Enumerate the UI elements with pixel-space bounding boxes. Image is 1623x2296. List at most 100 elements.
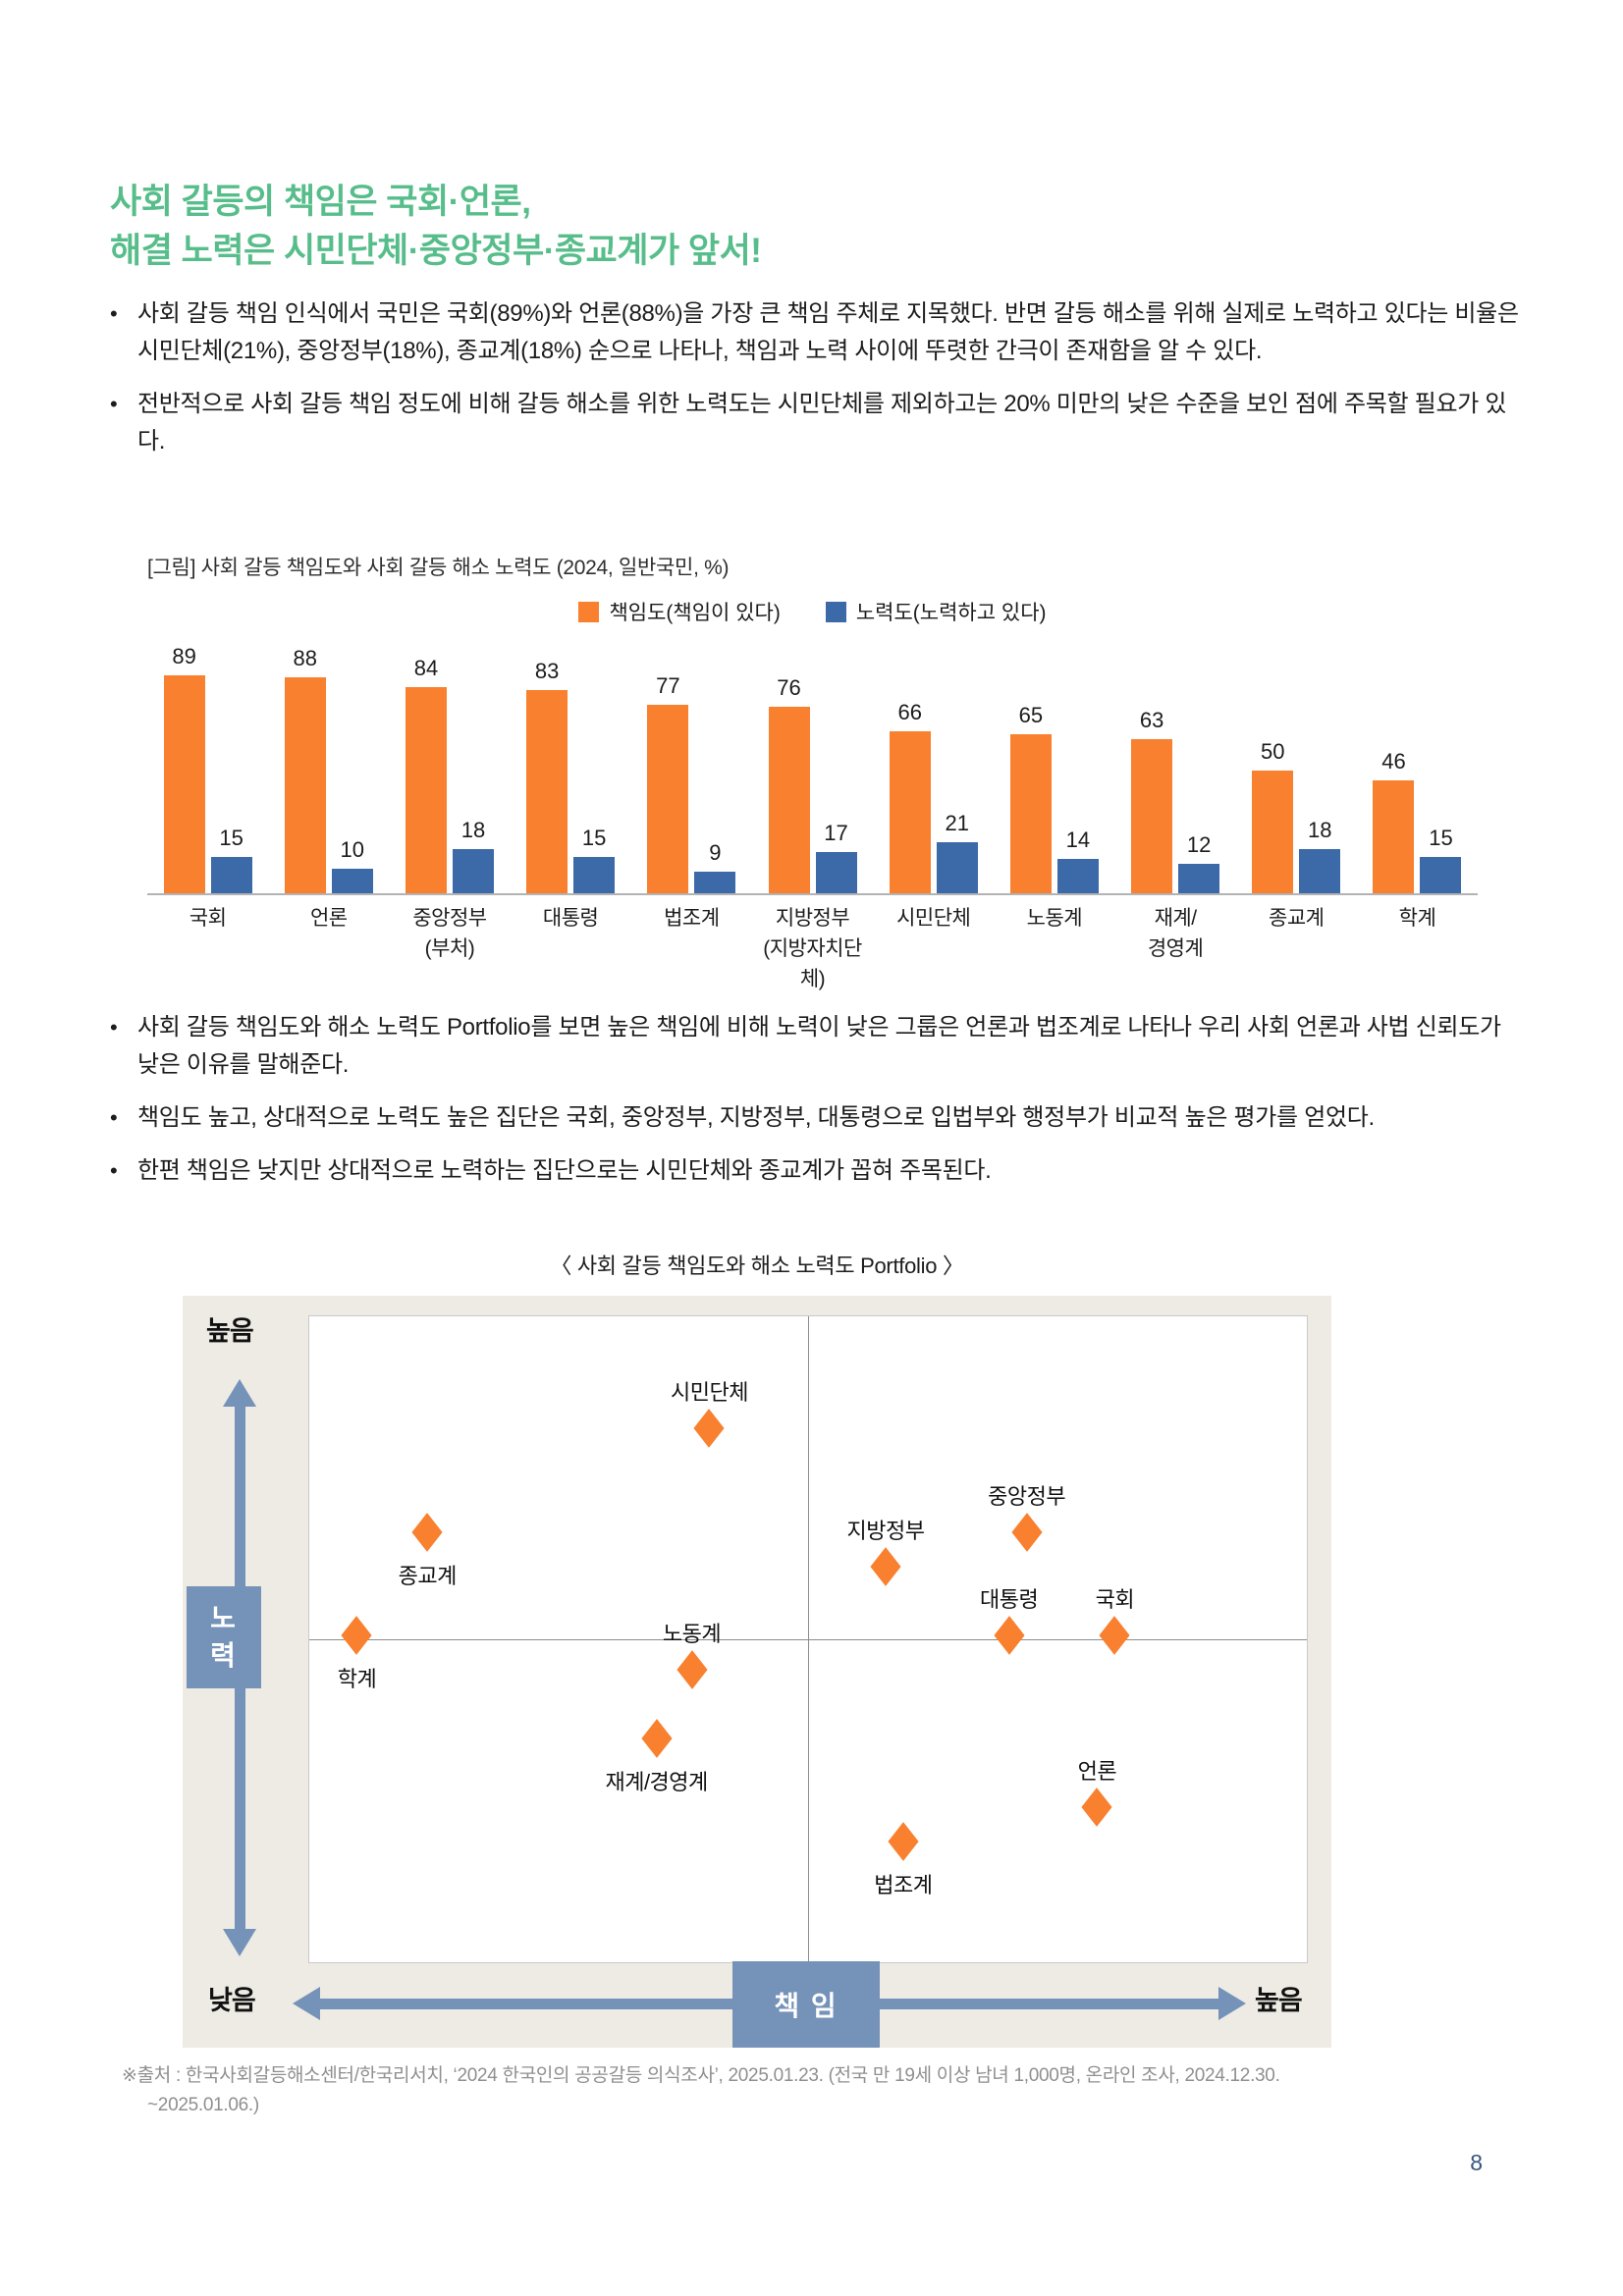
bar-column: 84 [405,656,447,893]
bar-chart-plot: 89 15 88 10 84 18 83 15 77 9 76 17 66 21 65 14 63 12 50 18 4… [147,634,1478,895]
legend-label: 책임도(책임이 있다) [609,602,781,624]
bar [1299,849,1341,893]
bar [889,731,931,893]
scatter-point-label: 지방정부 [846,1518,925,1543]
bar-value-label: 17 [824,820,848,845]
source-line1: ※출처 : 한국사회갈등해소센터/한국리서치, ‘2024 한국인의 공공갈등 … [122,2065,1280,2086]
scatter-diamond-icon [641,1718,673,1758]
bar-column: 77 [647,672,689,893]
bar-category-line: (지방자치단체) [763,937,862,990]
legend-swatch-icon [578,601,600,622]
bar-column: 9 [694,839,736,893]
bar [815,851,857,893]
bar-category-label: 노동계 [994,903,1114,994]
bar-group: 89 15 [147,634,268,893]
scatter-point-label: 노동계 [662,1621,722,1646]
bar-category-line: 종교계 [1269,907,1325,930]
bar-column: 18 [452,818,494,893]
bar [405,687,447,893]
bar-category-label: 법조계 [631,903,752,994]
bar-column: 21 [936,811,978,893]
bar [163,674,205,893]
bar-value-label: 9 [709,839,722,865]
bar-value-label: 65 [1018,702,1044,727]
bar-value-label: 77 [656,672,680,698]
page-title: 사회 갈등의 책임은 국회·언론, 해결 노력은 시민단체·중앙정부·종교계가 … [110,178,762,276]
bullet-item: 사회 갈등 책임 인식에서 국민은 국회(89%)와 언론(88%)을 가장 큰… [106,295,1520,370]
bar-value-label: 83 [534,658,560,683]
bar-column: 10 [331,837,373,893]
scatter-plot: 시민단체 종교계 학계 중앙정부 지방정부 대통령 국회 노동계 재계/경영계 언론 법조계 [308,1315,1308,1963]
scatter-point-label: 재계/경영계 [605,1769,708,1794]
bar-value-label: 14 [1065,828,1091,852]
bar-category-line: 재계/ [1154,907,1197,930]
bar-value-label: 84 [413,656,439,680]
bar [331,869,373,893]
bar-group: 76 17 [752,634,873,893]
bullet-item: 사회 갈등 책임도와 해소 노력도 Portfolio를 보면 높은 책임에 비… [106,1009,1520,1084]
bar-category-label: 지방정부 (지방자치단체) [752,903,873,994]
bar [1178,864,1220,893]
bar-category-label: 재계/경영계 [1115,903,1236,994]
arrow-up-icon [223,1379,256,1407]
bar-value-label: 18 [460,818,486,842]
bar-column: 15 [1420,825,1462,893]
bar-category-label: 중앙정부 (부처) [389,903,510,994]
scatter-diamond-icon [1011,1512,1043,1552]
scatter-point-label: 국회 [1095,1586,1135,1612]
scatter-title: 〈 사회 갈등 책임도와 해소 노력도 Portfolio 〉 [550,1254,964,1278]
bar-value-label: 12 [1186,832,1212,857]
bar-chart-legend: 책임도(책임이 있다) 노력도(노력하고 있다) [147,597,1478,626]
bar-column: 18 [1299,818,1341,893]
bar-category-line: 법조계 [664,907,720,930]
bullet-item: 전반적으로 사회 갈등 책임 정도에 비해 갈등 해소를 위한 노력도는 시민단… [106,386,1520,460]
bar-category-line: 대통령 [542,907,599,930]
bar-value-label: 66 [897,700,922,724]
bullet-list-bottom: 사회 갈등 책임도와 해소 노력도 Portfolio를 보면 높은 책임에 비… [106,1009,1520,1205]
bar-column: 15 [210,826,252,893]
bar [1131,738,1173,893]
bar [647,704,689,893]
bar-category-label: 언론 [268,903,389,994]
bar-column: 15 [573,825,616,893]
bar-group: 84 18 [389,634,510,893]
scatter-diamond-icon [411,1512,443,1552]
bar-category-line: 경영계 [1147,937,1204,960]
y-axis-label-box: 노 력 [187,1586,261,1688]
portfolio-panel: 높음 노 력 낮음 책 임 높음 시민단체 종교계 학계 중앙정부 지방정부 대통령 국회 노… [183,1296,1331,2048]
arrow-down-icon [223,1929,256,1956]
bar-column: 76 [768,675,810,893]
scatter-point-label: 시민단체 [670,1380,748,1406]
bar-group: 46 15 [1357,634,1478,893]
bar-value-label: 18 [1308,818,1332,842]
scatter-point-label: 대통령 [980,1586,1039,1612]
bar [1252,771,1294,893]
bar-column: 50 [1252,739,1294,893]
bar-group: 77 9 [631,634,752,893]
scatter-point-label: 종교계 [398,1563,458,1588]
bar-value-label: 76 [777,675,801,700]
bar-category-label: 학계 [1357,903,1478,994]
bar [284,677,326,893]
bar-column: 65 [1009,702,1052,893]
scatter-diamond-icon [1081,1787,1112,1827]
arrow-left-icon [293,1987,320,2020]
bullet-list-top: 사회 갈등 책임 인식에서 국민은 국회(89%)와 언론(88%)을 가장 큰… [106,295,1520,476]
bar-value-label: 50 [1261,739,1285,764]
bar-category-line: 노동계 [1026,907,1083,930]
x-axis-high-label: 높음 [1255,1986,1303,2015]
bar-category-line: 언론 [309,907,348,930]
arrow-right-icon [1218,1987,1246,2020]
bar-column: 46 [1373,749,1415,893]
bar [526,689,568,893]
bar-group: 63 12 [1115,634,1236,893]
source-line2: ~2025.01.06.) [147,2095,259,2115]
bar-category-line: (부처) [424,937,475,960]
bar-value-label: 15 [581,825,607,850]
y-axis-high-label: 높음 [206,1316,254,1346]
bar-value-label: 15 [1429,825,1453,850]
bar-category-label: 국회 [147,903,268,994]
scatter-diamond-icon [1099,1615,1130,1655]
bar-column: 88 [284,646,326,893]
bar-column: 89 [163,644,205,893]
